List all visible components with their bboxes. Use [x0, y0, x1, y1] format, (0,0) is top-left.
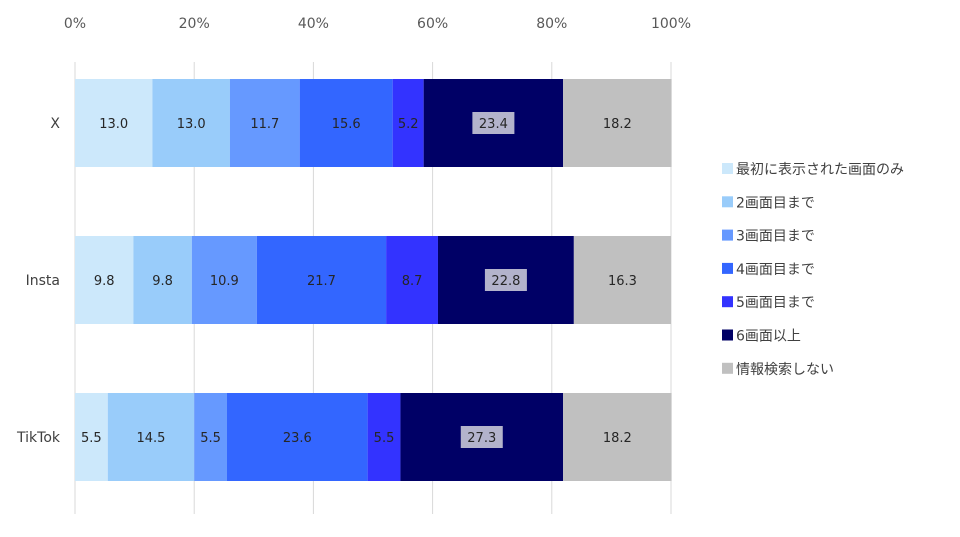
- data-label: 13.0: [99, 117, 128, 132]
- legend-swatch: [722, 262, 733, 274]
- bar-segment: [75, 393, 108, 481]
- data-label: 13.0: [177, 117, 206, 132]
- bar-segment: [75, 236, 134, 324]
- legend-swatch: [722, 296, 733, 308]
- bar-segment: [75, 79, 153, 167]
- data-label: 5.5: [200, 431, 221, 446]
- legend-swatch: [722, 196, 733, 208]
- x-tick-label: 80%: [536, 16, 567, 32]
- category-labels: X Insta TikTok: [16, 116, 61, 446]
- data-label: 18.2: [603, 117, 632, 132]
- bar-segment: [226, 393, 368, 481]
- data-label-box: [472, 112, 515, 134]
- x-tick-label: 60%: [417, 16, 448, 32]
- legend-swatch: [722, 229, 733, 241]
- x-tick-label: 0%: [64, 16, 86, 32]
- x-axis-ticks: 0% 20% 40% 60% 80% 100%: [64, 16, 691, 32]
- data-label: 11.7: [250, 117, 279, 132]
- bar-segment: [563, 393, 672, 481]
- category-label: TikTok: [16, 430, 61, 446]
- data-label: 9.8: [94, 274, 115, 289]
- data-label: 5.5: [81, 431, 102, 446]
- bar-segment: [573, 236, 671, 324]
- bar-segment: [133, 236, 192, 324]
- data-label: 8.7: [402, 274, 423, 289]
- bar-segment: [563, 79, 672, 167]
- legend-label: 5画面目まで: [736, 295, 815, 311]
- bar-segment: [191, 236, 257, 324]
- data-label-box: [484, 269, 527, 291]
- category-label: X: [50, 116, 60, 132]
- data-label: 18.2: [603, 431, 632, 446]
- bar-segment: [256, 236, 387, 324]
- data-label: 27.3: [467, 431, 496, 446]
- bar-segment: [194, 393, 227, 481]
- bar-segment: [386, 236, 438, 324]
- data-label: 21.7: [307, 274, 336, 289]
- bar-segment: [299, 79, 393, 167]
- legend-swatch: [722, 362, 733, 374]
- bar-segment: [107, 393, 195, 481]
- legend-label: 6画面以上: [736, 329, 801, 345]
- data-label: 23.6: [283, 431, 312, 446]
- bars: 13.0 13.0 11.7 15.6 5.2 23.4 18.2 9.8 9.8 10.9 21.…: [75, 79, 672, 481]
- x-tick-label: 20%: [179, 16, 210, 32]
- x-tick-label: 40%: [298, 16, 329, 32]
- bar-segment: [152, 79, 230, 167]
- x-tick-label: 100%: [651, 16, 691, 32]
- data-label: 15.6: [332, 117, 361, 132]
- legend-swatch: [722, 329, 733, 341]
- legend-label: 最初に表示された画面のみ: [736, 161, 904, 178]
- legend-swatch: [722, 163, 733, 174]
- data-label: 5.5: [374, 431, 395, 446]
- bar-segment: [367, 393, 401, 481]
- data-label: 10.9: [210, 274, 239, 289]
- legend-label: 2画面目まで: [736, 195, 815, 211]
- data-label: 23.4: [479, 117, 508, 132]
- legend-label: 4画面目まで: [736, 262, 815, 278]
- legend: 最初に表示された画面のみ 2画面目まで 3画面目まで 4画面目まで 5画面目まで 6画面以…: [722, 161, 904, 378]
- bar-segment: [392, 79, 424, 167]
- data-label: 14.5: [137, 431, 166, 446]
- category-label: Insta: [26, 273, 60, 289]
- data-label-box: [460, 426, 503, 448]
- legend-label: 3画面目まで: [736, 229, 815, 245]
- bar-segment: [229, 79, 300, 167]
- data-label: 16.3: [608, 274, 637, 289]
- legend-label: 情報検索しない: [736, 361, 834, 378]
- data-label: 5.2: [398, 117, 419, 132]
- data-label: 22.8: [491, 274, 520, 289]
- data-label: 9.8: [152, 274, 173, 289]
